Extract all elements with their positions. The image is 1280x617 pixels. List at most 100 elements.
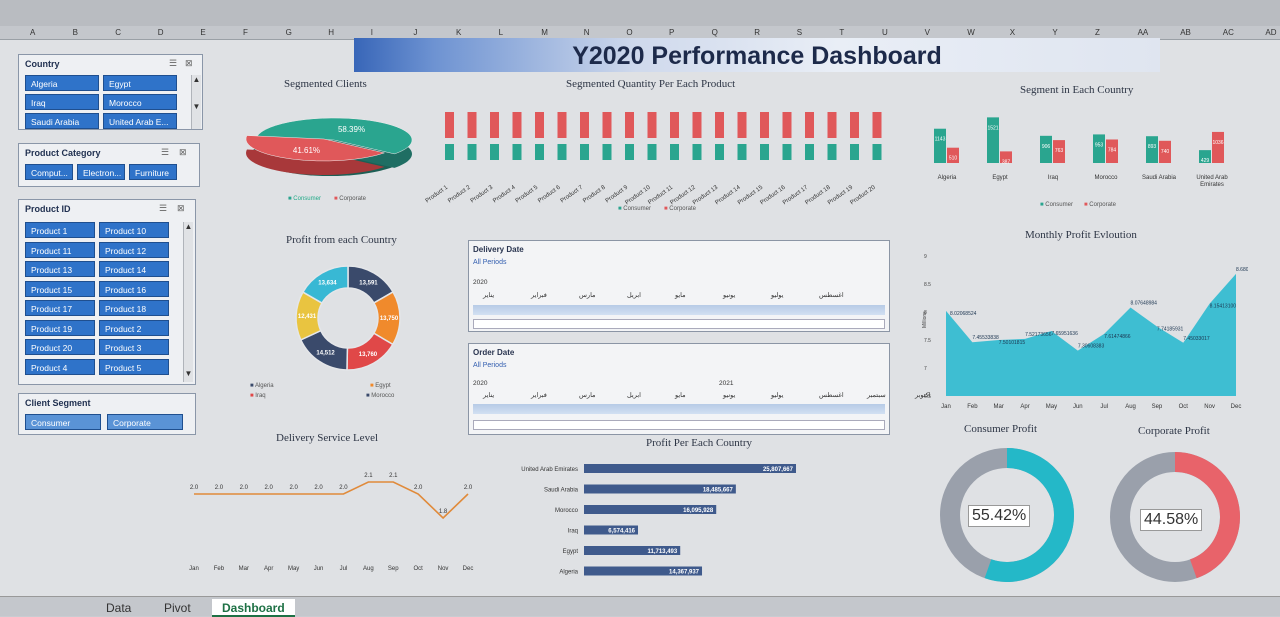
slicer-item[interactable]: Product 11 — [25, 241, 95, 258]
column-header-AD[interactable]: AD — [1265, 28, 1277, 37]
column-header-L[interactable]: L — [498, 28, 504, 37]
column-header-N[interactable]: N — [583, 28, 590, 37]
slicer-item[interactable]: Product 12 — [99, 241, 169, 258]
slicer-scrollbar[interactable]: ▲ ▼ — [191, 75, 201, 129]
timeline-month[interactable]: اغسطس — [819, 292, 844, 299]
timeline-all-periods[interactable]: All Periods — [473, 362, 507, 369]
slicer-item[interactable]: Product 10 — [99, 222, 169, 238]
bar-corporate — [580, 112, 589, 138]
sheet-tab-data[interactable]: Data — [106, 601, 132, 615]
slicer-item[interactable]: Comput... — [25, 164, 73, 180]
timeline-scrollbar[interactable] — [473, 319, 885, 329]
column-header-W[interactable]: W — [967, 28, 975, 37]
multi-select-icon[interactable]: ☰ — [169, 58, 178, 68]
slicer-item[interactable]: Consumer — [25, 414, 101, 430]
column-header-Y[interactable]: Y — [1052, 28, 1058, 37]
column-header-Z[interactable]: Z — [1095, 28, 1100, 37]
delivery-date-timeline[interactable]: Delivery Date All Periods 2020 يناير فبرا… — [468, 240, 890, 332]
slicer-item[interactable]: Product 19 — [25, 319, 95, 336]
column-header-K[interactable]: K — [456, 28, 462, 37]
column-header-O[interactable]: O — [626, 28, 633, 37]
column-header-D[interactable]: D — [157, 28, 164, 37]
slicer-item[interactable]: Corporate — [107, 414, 183, 430]
column-header-Q[interactable]: Q — [711, 28, 718, 37]
slicer-item[interactable]: Algeria — [25, 75, 99, 91]
sheet-tab-pivot[interactable]: Pivot — [164, 601, 191, 615]
column-header-X[interactable]: X — [1009, 28, 1016, 37]
slicer-item[interactable]: Electron... — [77, 164, 125, 180]
column-header-S[interactable]: S — [796, 28, 803, 37]
slicer-item[interactable]: Product 5 — [99, 358, 169, 375]
timeline-scrollbar[interactable] — [473, 420, 885, 430]
clear-filter-icon[interactable]: ⊠ — [185, 58, 193, 68]
timeline-month[interactable]: يوليو — [771, 292, 784, 299]
timeline-month[interactable]: مارس — [579, 392, 596, 399]
column-header-AC[interactable]: AC — [1222, 28, 1234, 37]
slicer-item[interactable]: Egypt — [103, 75, 177, 91]
column-header-F[interactable]: F — [243, 28, 248, 37]
multi-select-icon[interactable]: ☰ — [159, 203, 168, 213]
column-header-B[interactable]: B — [72, 28, 78, 37]
timeline-month[interactable]: ابريل — [627, 392, 641, 399]
multi-select-icon[interactable]: ☰ — [161, 147, 170, 157]
x-tick-label: Product 7 — [560, 184, 585, 204]
slicer-item[interactable]: Morocco — [103, 94, 177, 110]
slicer-item[interactable]: Saudi Arabia — [25, 113, 99, 129]
column-header-AA[interactable]: AA — [1137, 28, 1149, 37]
timeline-month[interactable]: اغسطس — [819, 392, 844, 399]
timeline-bar[interactable] — [473, 305, 885, 315]
slicer-scrollbar[interactable]: ▲ ▼ — [183, 222, 193, 382]
sheet-tab-dashboard[interactable]: Dashboard — [212, 599, 295, 617]
timeline-month[interactable]: يناير — [483, 292, 495, 299]
slicer-item[interactable]: Product 14 — [99, 261, 169, 277]
data-label: 8.07648984 — [1131, 301, 1158, 307]
column-header-AB[interactable]: AB — [1180, 28, 1191, 37]
timeline-month[interactable]: ابريل — [627, 292, 641, 299]
slicer-item[interactable]: Product 13 — [25, 261, 95, 277]
slicer-item[interactable]: Product 15 — [25, 280, 95, 297]
timeline-bar[interactable] — [473, 404, 885, 414]
slicer-item[interactable]: United Arab E... — [103, 113, 177, 129]
donut-slice-united-arab-emirates — [301, 265, 349, 305]
column-header-J[interactable]: J — [413, 28, 418, 37]
column-header-R[interactable]: R — [754, 28, 760, 37]
slicer-item[interactable]: Product 16 — [99, 280, 169, 297]
x-tick-label: Morocco — [1094, 175, 1118, 181]
column-header-G[interactable]: G — [285, 28, 292, 37]
timeline-month[interactable]: يونيو — [723, 292, 736, 299]
slicer-item[interactable]: Product 20 — [25, 339, 95, 355]
timeline-month[interactable]: مارس — [579, 292, 596, 299]
column-header-E[interactable]: E — [200, 28, 206, 37]
timeline-month[interactable]: فبراير — [531, 392, 547, 399]
column-header-A[interactable]: A — [30, 28, 36, 37]
timeline-month[interactable]: يوليو — [771, 392, 784, 399]
column-header-I[interactable]: I — [370, 28, 374, 37]
slicer-item[interactable]: Product 2 — [99, 319, 169, 336]
timeline-month[interactable]: فبراير — [531, 292, 547, 299]
order-date-timeline[interactable]: Order Date All Periods 2020 2021 يناير فب… — [468, 343, 931, 435]
slicer-item[interactable]: Product 17 — [25, 300, 95, 316]
timeline-month[interactable]: يناير — [483, 392, 495, 399]
timeline-month[interactable]: يونيو — [723, 392, 736, 399]
column-header-P[interactable]: P — [669, 28, 675, 37]
slicer-item[interactable]: Product 3 — [99, 339, 169, 355]
timeline-month[interactable]: مايو — [675, 292, 686, 299]
timeline-month[interactable]: سبتمبر — [867, 392, 886, 399]
slicer-item[interactable]: Product 1 — [25, 222, 95, 238]
slicer-item[interactable]: Product 18 — [99, 300, 169, 316]
timeline-month[interactable]: مايو — [675, 392, 686, 399]
column-header-U[interactable]: U — [882, 28, 888, 37]
column-header-M[interactable]: M — [541, 28, 548, 37]
slicer-item[interactable]: Furniture — [129, 164, 177, 180]
column-header-V[interactable]: V — [924, 28, 930, 37]
bar-consumer — [1146, 136, 1158, 163]
clear-filter-icon[interactable]: ⊠ — [177, 203, 185, 213]
slicer-item[interactable]: Iraq — [25, 94, 99, 110]
timeline-all-periods[interactable]: All Periods — [473, 259, 507, 266]
clear-filter-icon[interactable]: ⊠ — [179, 147, 187, 157]
column-header-H[interactable]: H — [328, 28, 334, 37]
column-header-C[interactable]: C — [115, 28, 121, 37]
slicer-item[interactable]: Product 4 — [25, 358, 95, 375]
timeline-month[interactable]: اكتوبر — [915, 392, 931, 399]
column-header-T[interactable]: T — [839, 28, 845, 37]
